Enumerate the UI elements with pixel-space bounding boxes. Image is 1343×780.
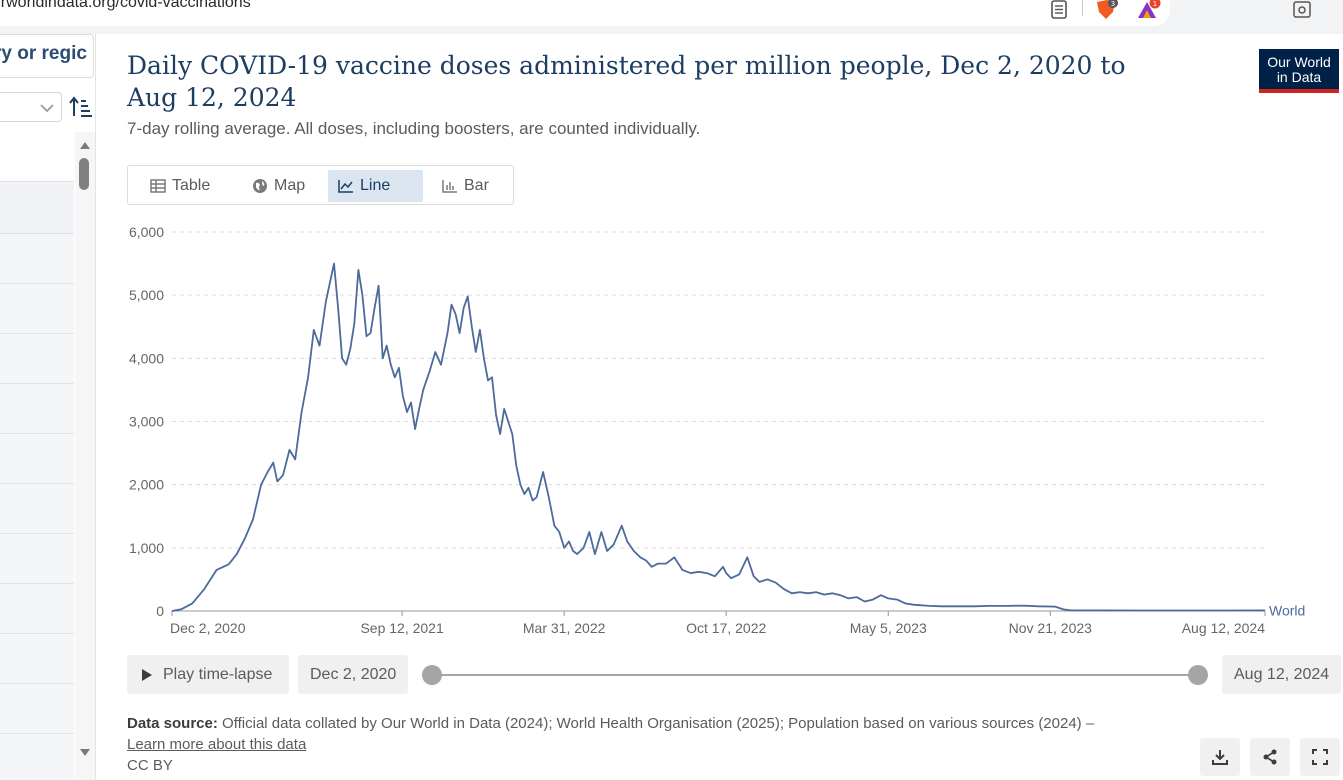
scroll-down-icon[interactable] [79, 748, 91, 758]
tab-map[interactable]: Map [242, 170, 315, 202]
x-tick-label: Sep 12, 2021 [360, 620, 444, 636]
learn-more-link[interactable]: Learn more about this data [127, 736, 307, 753]
x-tick-label: Dec 2, 2020 [170, 620, 246, 636]
x-tick-label: Nov 21, 2023 [1009, 620, 1092, 636]
line-chart: 0 1,000 2,000 3,000 4,000 5,000 6,000 Dec 2, 20… [127, 215, 1343, 645]
play-timelapse-button[interactable]: Play time-lapse [127, 655, 289, 694]
table-icon [150, 179, 166, 193]
line-chart-icon [338, 180, 353, 193]
tab-map-label: Map [274, 177, 306, 194]
chart-svg: 0 1,000 2,000 3,000 4,000 5,000 6,000 Dec 2, 20… [129, 224, 1305, 636]
x-tick-label: May 5, 2023 [850, 620, 927, 636]
brave-rewards-icon[interactable]: 1 [1136, 0, 1162, 20]
timeline-track[interactable] [432, 674, 1198, 676]
y-tick-label: 4,000 [129, 350, 164, 366]
share-button[interactable] [1250, 738, 1290, 776]
chart-subtitle: 7-day rolling average. All doses, includ… [127, 119, 701, 138]
x-tick-label: Oct 17, 2022 [686, 620, 766, 636]
tab-table-label: Table [172, 177, 211, 194]
y-tick-label: 0 [156, 603, 164, 619]
data-source-text: Official data collated by Our World in D… [222, 715, 1095, 732]
country-search-input[interactable]: ry or regic [0, 34, 94, 78]
chevron-down-icon [40, 104, 54, 113]
fullscreen-icon [1312, 749, 1328, 765]
timeline-controls: Play time-lapse Dec 2, 2020 Aug 12, 2024 [127, 655, 1343, 695]
list-item[interactable] [0, 434, 74, 484]
list-item[interactable] [0, 484, 74, 534]
tab-line[interactable]: Line [328, 170, 423, 202]
globe-icon [253, 179, 267, 193]
scrollbar-thumb[interactable] [79, 158, 89, 190]
list-item[interactable] [0, 334, 74, 384]
download-button[interactable] [1200, 738, 1240, 776]
chart-title: Daily COVID-19 vaccine doses administere… [127, 51, 1126, 112]
y-tick-label: 5,000 [129, 287, 164, 303]
list-item[interactable] [0, 384, 74, 434]
timeline-end-handle[interactable] [1188, 665, 1208, 685]
end-date-chip[interactable]: Aug 12, 2024 [1222, 655, 1342, 694]
start-date-chip[interactable]: Dec 2, 2020 [298, 655, 409, 694]
tab-bar[interactable]: Bar [432, 170, 499, 202]
url-text[interactable]: ourworldindata.org/covid-vaccinations [0, 0, 251, 11]
toolbar-separator [1082, 0, 1083, 16]
tab-line-label: Line [360, 177, 391, 194]
list-item[interactable] [0, 184, 74, 234]
download-icon [1212, 750, 1228, 765]
list-item[interactable] [0, 684, 74, 734]
data-source-label: Data source: [127, 715, 218, 732]
entity-list [0, 132, 74, 780]
x-tick-label: Aug 12, 2024 [1182, 620, 1266, 636]
address-bar[interactable]: ourworldindata.org/covid-vaccinations [0, 0, 1170, 26]
brave-shields-icon[interactable]: 3 [1094, 0, 1118, 20]
rewards-badge: 1 [1153, 0, 1157, 8]
series-line-world [171, 262, 1266, 612]
logo-line-1: Our World [1267, 54, 1331, 70]
sidebar-scrollbar[interactable] [75, 132, 95, 780]
list-item[interactable] [0, 284, 74, 334]
license-text: CC BY [127, 757, 173, 774]
list-item[interactable] [0, 584, 74, 634]
fullscreen-button[interactable] [1300, 738, 1340, 776]
bar-chart-icon [442, 180, 457, 193]
y-tick-label: 2,000 [129, 477, 164, 493]
x-tick-label: Mar 31, 2022 [523, 620, 606, 636]
y-tick-label: 6,000 [129, 224, 164, 240]
reader-mode-icon[interactable] [1050, 0, 1068, 20]
screenshot-icon[interactable] [1290, 0, 1314, 20]
play-icon [142, 668, 152, 681]
share-icon [1263, 749, 1277, 765]
y-tick-label: 1,000 [129, 540, 164, 556]
logo-line-2: in Data [1276, 69, 1322, 85]
data-source-line: Data source: Official data collated by O… [127, 713, 1187, 734]
list-item[interactable] [0, 634, 74, 684]
y-tick-label: 3,000 [129, 414, 164, 430]
chart-footer: Data source: Official data collated by O… [127, 713, 1187, 776]
scroll-up-icon[interactable] [79, 140, 91, 150]
series-label-world: World [1269, 602, 1305, 618]
list-item[interactable] [0, 132, 74, 182]
tab-bar-label: Bar [464, 177, 489, 194]
timeline-start-handle[interactable] [422, 665, 442, 685]
play-timelapse-label: Play time-lapse [163, 665, 273, 683]
brave-badge: 3 [1111, 0, 1115, 8]
entity-sidebar: ry or regic [0, 34, 96, 780]
tab-table[interactable]: Table [140, 170, 220, 202]
owid-logo[interactable]: Our World in Data [1259, 49, 1339, 93]
list-item[interactable] [0, 234, 74, 284]
chart-type-tabs: Table Map Line Bar [127, 165, 514, 205]
browser-toolbar: ourworldindata.org/covid-vaccinations 3 … [0, 0, 1343, 34]
list-item[interactable] [0, 534, 74, 584]
sort-select[interactable] [0, 92, 62, 122]
sort-order-icon[interactable] [68, 94, 94, 120]
country-search-text: ry or regic [0, 43, 87, 64]
